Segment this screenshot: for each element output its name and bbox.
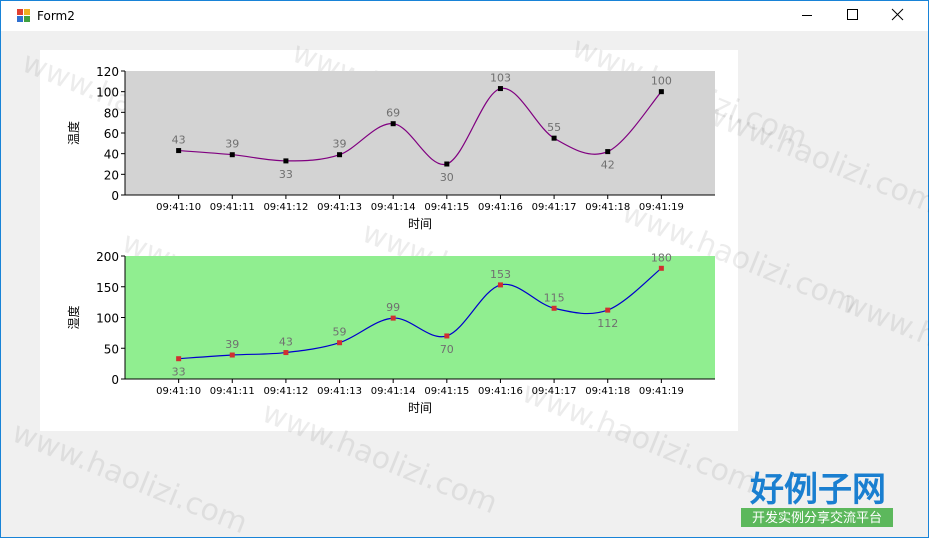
- y-tick-label: 120: [96, 65, 119, 79]
- marker: [497, 86, 503, 92]
- x-tick-label: 09:41:13: [317, 386, 362, 397]
- marker: [658, 265, 664, 271]
- value-label: 39: [225, 138, 239, 151]
- marker: [283, 350, 289, 356]
- x-tick-label: 09:41:11: [210, 386, 255, 397]
- value-label: 70: [440, 343, 454, 356]
- y-tick-label: 60: [104, 127, 119, 141]
- value-label: 103: [490, 72, 511, 85]
- marker: [283, 158, 289, 164]
- x-tick-label: 09:41:19: [639, 202, 684, 213]
- value-label: 180: [651, 251, 672, 264]
- marker: [229, 152, 235, 158]
- marker: [390, 315, 396, 321]
- x-tick-label: 09:41:16: [478, 386, 523, 397]
- x-axis-label: 时间: [408, 401, 432, 415]
- marker: [605, 307, 611, 313]
- y-tick-label: 40: [104, 148, 119, 162]
- window-title: Form2: [37, 9, 75, 23]
- x-tick-label: 09:41:17: [532, 202, 577, 213]
- title-bar: [0, 0, 929, 31]
- marker: [337, 152, 343, 158]
- x-tick-label: 09:41:14: [371, 386, 416, 397]
- value-label: 39: [333, 138, 347, 151]
- value-label: 43: [279, 336, 293, 349]
- line: [178, 87, 662, 165]
- close-button[interactable]: [891, 8, 904, 21]
- value-label: 115: [544, 291, 565, 304]
- x-tick-label: 09:41:15: [424, 386, 469, 397]
- value-label: 153: [490, 268, 511, 281]
- line: [178, 267, 662, 360]
- marker: [551, 135, 557, 141]
- value-label: 33: [172, 366, 186, 379]
- x-tick-label: 09:41:12: [263, 386, 308, 397]
- y-tick-label: 150: [96, 281, 119, 295]
- marker: [605, 149, 611, 155]
- y-axis-label: 温度: [66, 121, 81, 145]
- value-label: 55: [547, 121, 561, 134]
- x-tick-label: 09:41:18: [585, 386, 630, 397]
- marker: [390, 121, 396, 127]
- x-tick-label: 09:41:10: [156, 386, 201, 397]
- value-label: 69: [386, 107, 400, 120]
- marker: [176, 356, 182, 362]
- x-tick-label: 09:41:17: [532, 386, 577, 397]
- x-tick-label: 09:41:14: [371, 202, 416, 213]
- y-axis-label: 湿度: [66, 305, 81, 329]
- value-label: 39: [225, 338, 239, 351]
- marker: [551, 305, 557, 311]
- y-tick-label: 0: [111, 373, 119, 387]
- marker: [444, 333, 450, 339]
- x-tick-label: 09:41:13: [317, 202, 362, 213]
- x-tick-label: 09:41:11: [210, 202, 255, 213]
- y-tick-label: 100: [96, 312, 119, 326]
- x-tick-label: 09:41:12: [263, 202, 308, 213]
- marker: [176, 148, 182, 154]
- maximize-button[interactable]: [847, 9, 858, 20]
- y-tick-label: 80: [104, 106, 119, 120]
- value-label: 43: [172, 134, 186, 147]
- app-icon: [17, 9, 30, 22]
- x-tick-label: 09:41:19: [639, 386, 684, 397]
- x-tick-label: 09:41:10: [156, 202, 201, 213]
- logo-title: 好例子网: [749, 470, 886, 510]
- y-tick-label: 0: [111, 189, 119, 203]
- x-tick-label: 09:41:15: [424, 202, 469, 213]
- marker: [337, 340, 343, 346]
- marker: [497, 282, 503, 288]
- x-tick-label: 09:41:18: [585, 202, 630, 213]
- logo-band: [741, 508, 893, 527]
- value-label: 112: [597, 317, 618, 330]
- value-label: 42: [601, 159, 615, 172]
- value-label: 100: [651, 75, 672, 88]
- plot-area: [125, 71, 715, 195]
- logo-subtitle: 开发实例分享交流平台: [752, 510, 882, 526]
- value-label: 33: [279, 168, 293, 181]
- x-tick-label: 09:41:16: [478, 202, 523, 213]
- marker: [658, 89, 664, 95]
- logo: 好例子网 开发实例分享交流平台: [741, 470, 893, 527]
- plot-area: [125, 256, 715, 379]
- y-tick-label: 20: [104, 168, 119, 182]
- marker: [229, 352, 235, 358]
- x-axis-label: 时间: [408, 217, 432, 231]
- y-tick-label: 200: [96, 250, 119, 264]
- y-tick-label: 100: [96, 86, 119, 100]
- y-tick-label: 50: [104, 342, 119, 356]
- marker: [444, 161, 450, 167]
- value-label: 99: [386, 301, 400, 314]
- value-label: 59: [333, 326, 347, 339]
- value-label: 30: [440, 171, 454, 184]
